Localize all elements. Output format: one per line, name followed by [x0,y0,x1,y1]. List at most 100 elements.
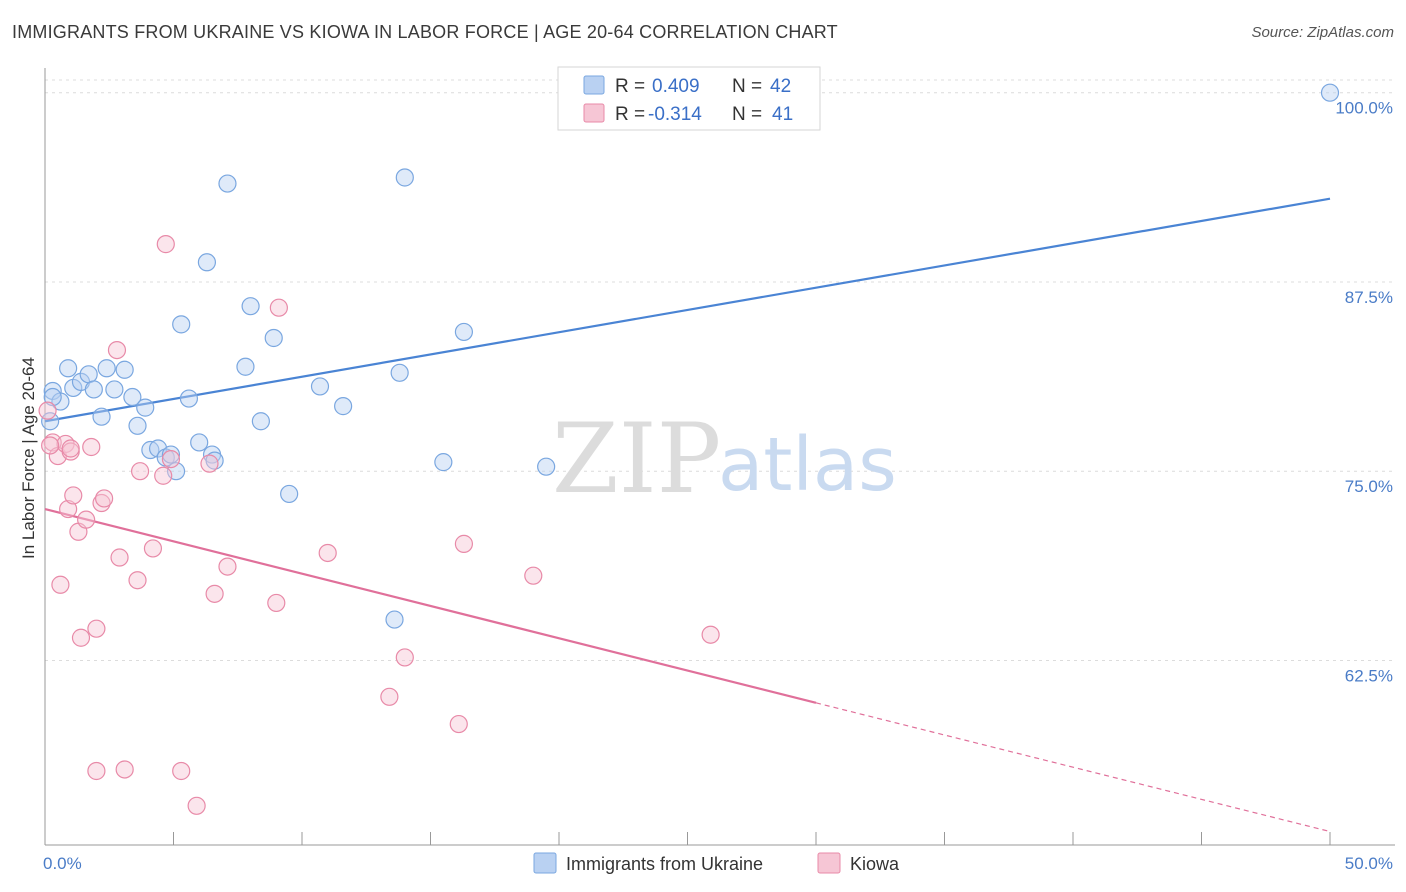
bottom-legend-label-ukraine: Immigrants from Ukraine [566,854,763,874]
y-tick-label: 87.5% [1345,288,1393,307]
legend-n-label: N = [732,104,762,125]
watermark: ZIP atlas [552,403,897,515]
y-tick-label: 75.0% [1345,477,1393,496]
point-kiowa [269,298,288,317]
point-ukraine [280,484,299,504]
point-ukraine [395,168,414,187]
y-axis-label: In Labor Force | Age 20-64 [19,357,38,559]
point-kiowa [449,714,468,734]
trend-line-kiowa [44,507,817,704]
point-ukraine [161,445,181,464]
bottom-legend: Immigrants from Ukraine Kiowa [533,852,900,874]
top-legend: R = 0.409 N = 42 R = -0.314 N = 41 [557,66,821,131]
point-ukraine [136,398,155,417]
x-tick-label: 0.0% [43,854,82,873]
point-kiowa [218,557,237,576]
legend-r-value-ukraine: 0.409 [652,76,700,97]
point-kiowa [701,625,720,644]
point-kiowa [77,510,96,529]
bottom-legend-swatch-ukraine [533,852,557,874]
point-kiowa [87,761,106,781]
y-tick-label: 62.5% [1345,666,1393,685]
source-label: Source: ZipAtlas.com [1251,24,1394,41]
point-kiowa [161,449,181,469]
legend-n-value-ukraine: 42 [770,76,791,97]
point-ukraine [241,297,260,316]
point-ukraine [105,380,124,399]
point-kiowa [318,543,337,563]
point-kiowa [41,436,60,455]
trend-line-kiowa-extension [815,702,1331,833]
point-ukraine [141,440,160,460]
data-points [38,83,1340,815]
point-kiowa [130,462,150,481]
point-kiowa [115,760,134,779]
point-kiowa [71,628,91,647]
y-tick-labels: 62.5% 75.0% 87.5% 100.0% [1335,99,1393,686]
point-ukraine [128,416,147,435]
axes [44,68,1395,846]
point-ukraine [172,315,191,334]
point-ukraine [205,451,224,470]
legend-r-label: R = [615,76,645,97]
point-ukraine [92,407,111,426]
point-ukraine [179,389,199,408]
point-ukraine [236,357,255,376]
point-ukraine [434,453,453,472]
point-ukraine [454,322,474,342]
point-ukraine [97,359,116,378]
point-ukraine [115,360,134,379]
y-tick-label: 100.0% [1335,99,1393,118]
x-tick-label: 50.0% [1345,854,1393,873]
point-ukraine [43,387,62,407]
watermark-zip: ZIP [552,403,721,515]
trend-line-ukraine [44,197,1331,423]
legend-n-value-kiowa: 41 [772,104,793,125]
chart-title: IMMIGRANTS FROM UKRAINE VS KIOWA IN LABO… [12,22,838,42]
point-ukraine [310,377,330,396]
point-ukraine [84,380,103,399]
bottom-legend-label-kiowa: Kiowa [850,854,900,874]
bottom-legend-swatch-kiowa [817,852,841,874]
legend-r-label: R = [615,104,645,125]
legend-r-value-kiowa: -0.314 [648,104,702,125]
point-ukraine [197,253,217,272]
point-kiowa [128,571,147,590]
point-kiowa [172,761,191,781]
point-kiowa [380,687,399,706]
point-kiowa [51,575,70,594]
point-ukraine [264,328,283,348]
point-ukraine [41,412,60,431]
legend-n-label: N = [732,76,762,97]
legend-swatch-ukraine [583,75,605,95]
point-ukraine [1320,83,1340,102]
point-kiowa [524,566,543,585]
watermark-atlas: atlas [718,422,897,508]
point-ukraine [537,457,556,476]
point-ukraine [218,174,237,193]
point-kiowa [205,584,224,603]
point-ukraine [390,363,409,382]
point-kiowa [395,648,414,667]
point-ukraine [385,610,404,629]
point-kiowa [64,486,83,505]
point-kiowa [154,466,173,485]
point-ukraine [190,433,209,452]
point-kiowa [107,340,127,360]
x-tick-labels: 0.0% 50.0% [43,854,1393,873]
point-kiowa [143,539,163,558]
point-kiowa [95,489,114,508]
point-ukraine [123,387,142,407]
point-kiowa [82,437,101,457]
point-kiowa [110,548,129,567]
point-ukraine [79,365,98,384]
point-kiowa [267,593,286,613]
point-kiowa [187,796,206,815]
trend-lines [44,197,1331,833]
point-kiowa [87,619,106,638]
point-kiowa [61,439,80,458]
point-kiowa [454,534,474,553]
point-kiowa [59,499,78,519]
point-ukraine [334,397,353,416]
